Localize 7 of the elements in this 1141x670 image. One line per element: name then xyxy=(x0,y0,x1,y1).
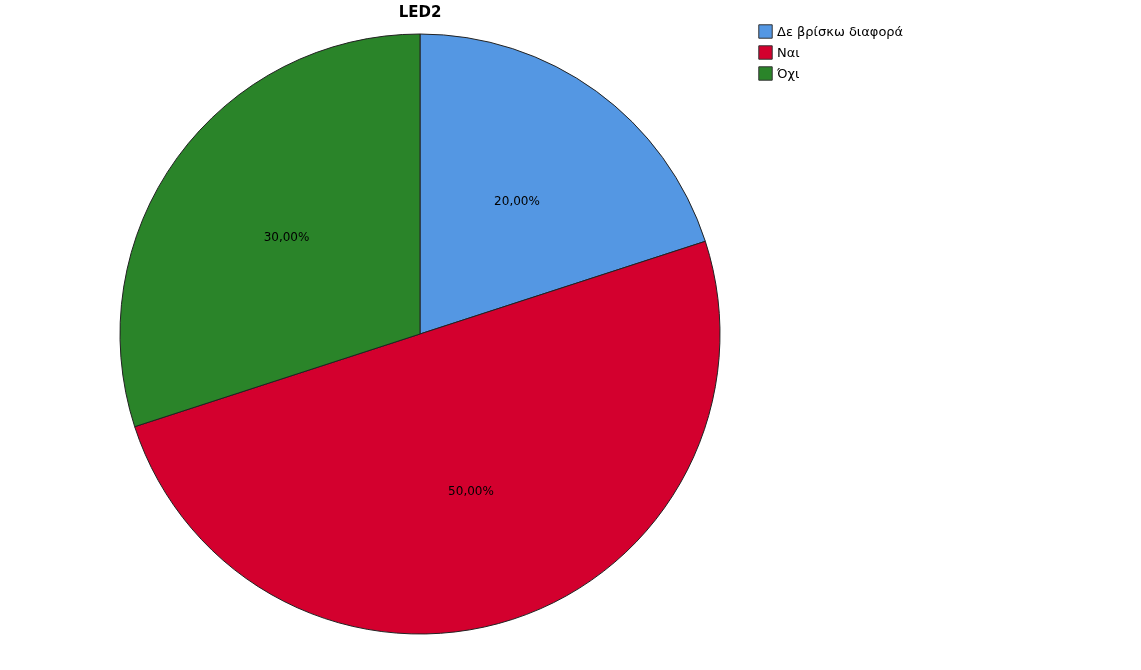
chart-title: LED2 xyxy=(398,3,442,21)
legend-label: Όχι xyxy=(776,65,800,81)
data-label: 20,00% xyxy=(494,193,540,208)
legend-label: Ναι xyxy=(777,44,800,60)
legend-label: Δε βρίσκω διαφορά xyxy=(777,23,904,39)
data-label: 30,00% xyxy=(263,230,310,245)
data-label: 50,00% xyxy=(448,483,494,498)
